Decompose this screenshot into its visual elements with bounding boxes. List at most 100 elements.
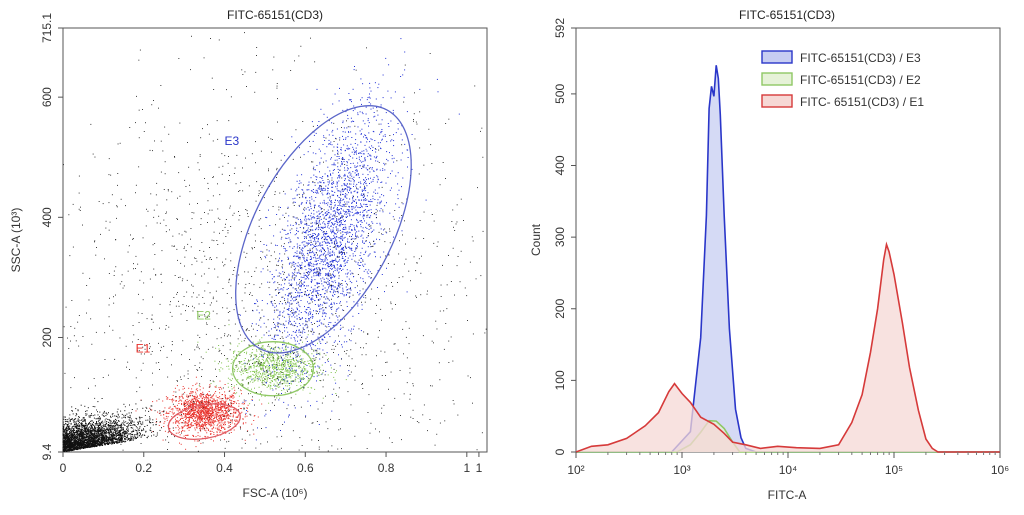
scatter-point	[323, 241, 325, 243]
scatter-point	[327, 280, 329, 282]
scatter-point	[329, 336, 331, 338]
scatter-point	[331, 286, 333, 287]
scatter-point	[195, 397, 197, 399]
scatter-point	[275, 325, 277, 327]
scatter-point	[327, 222, 329, 224]
scatter-point	[278, 373, 280, 375]
scatter-point	[386, 267, 387, 269]
scatter-point	[304, 237, 305, 239]
scatter-point	[307, 353, 309, 355]
scatter-point	[192, 399, 194, 401]
scatter-point	[194, 411, 196, 413]
scatter-point	[220, 409, 222, 410]
scatter-point	[395, 132, 397, 134]
scatter-point	[294, 365, 296, 367]
scatter-point	[209, 424, 211, 426]
scatter-point	[321, 247, 323, 249]
scatter-point	[259, 339, 261, 341]
scatter-point	[360, 252, 362, 254]
scatter-point	[357, 206, 359, 208]
scatter-point	[321, 338, 323, 340]
scatter-point	[286, 373, 288, 375]
scatter-point	[250, 367, 252, 369]
scatter-point	[206, 428, 208, 430]
scatter-point	[201, 393, 202, 395]
scatter-point	[331, 302, 332, 304]
scatter-point	[242, 418, 244, 420]
scatter-point	[347, 147, 349, 149]
scatter-point	[260, 376, 262, 377]
scatter-point	[308, 218, 310, 220]
scatter-point	[267, 354, 268, 356]
scatter-point	[187, 420, 189, 422]
scatter-point	[198, 417, 200, 419]
scatter-point	[359, 255, 361, 256]
scatter-point	[376, 181, 378, 183]
scatter-point	[269, 349, 271, 351]
scatter-point	[314, 238, 315, 240]
scatter-point	[337, 222, 339, 224]
scatter-point	[331, 157, 332, 159]
scatter-point	[325, 257, 327, 259]
scatter-point	[319, 341, 321, 343]
scatter-point	[300, 377, 302, 379]
scatter-point	[223, 407, 225, 409]
scatter-point	[268, 335, 270, 337]
scatter-point	[167, 397, 169, 399]
scatter-point	[332, 186, 334, 188]
scatter-point	[316, 215, 318, 217]
scatter-point	[190, 422, 192, 424]
scatter-point	[337, 146, 339, 148]
scatter-point	[286, 288, 288, 290]
scatter-point	[202, 402, 204, 404]
scatter-point	[315, 228, 317, 230]
scatter-point	[336, 219, 338, 221]
scatter-point	[321, 289, 323, 291]
scatter-point	[323, 201, 325, 203]
scatter-point	[344, 188, 346, 190]
scatter-point	[355, 201, 357, 203]
scatter-point	[333, 341, 335, 343]
scatter-point	[292, 362, 294, 364]
scatter-point	[306, 365, 308, 366]
scatter-point	[268, 250, 270, 252]
scatter-point	[357, 292, 358, 294]
scatter-point	[340, 147, 342, 149]
scatter-point	[258, 386, 260, 388]
scatter-point	[319, 242, 321, 244]
scatter-point	[345, 273, 347, 275]
scatter-point	[207, 436, 209, 438]
scatter-point	[199, 395, 201, 397]
scatter-point	[393, 157, 395, 159]
scatter-point	[289, 314, 291, 316]
scatter-point	[277, 261, 279, 263]
scatter-point	[303, 285, 305, 286]
scatter-point	[285, 369, 287, 371]
scatter-point	[299, 266, 301, 268]
scatter-point	[299, 355, 301, 357]
scatter-point	[258, 357, 260, 359]
scatter-point	[295, 369, 297, 371]
scatter-point	[192, 395, 194, 397]
scatter-point	[267, 377, 269, 378]
scatter-point	[164, 421, 166, 423]
scatter-point	[202, 391, 204, 393]
scatter-point	[207, 418, 209, 420]
scatter-point	[368, 276, 370, 278]
scatter-point	[346, 148, 348, 150]
scatter-point	[245, 412, 247, 414]
scatter-point	[353, 176, 355, 178]
scatter-point	[346, 292, 348, 294]
scatter-point	[242, 371, 244, 373]
scatter-point	[271, 365, 273, 367]
scatter-point	[264, 348, 266, 350]
scatter-point	[273, 358, 275, 360]
scatter-point	[318, 274, 319, 276]
scatter-point	[238, 414, 240, 416]
scatter-point	[390, 173, 391, 175]
scatter-point	[349, 280, 351, 282]
scatter-point	[203, 410, 205, 412]
scatter-point	[166, 412, 168, 414]
scatter-point	[213, 434, 215, 435]
scatter-point	[342, 287, 344, 289]
